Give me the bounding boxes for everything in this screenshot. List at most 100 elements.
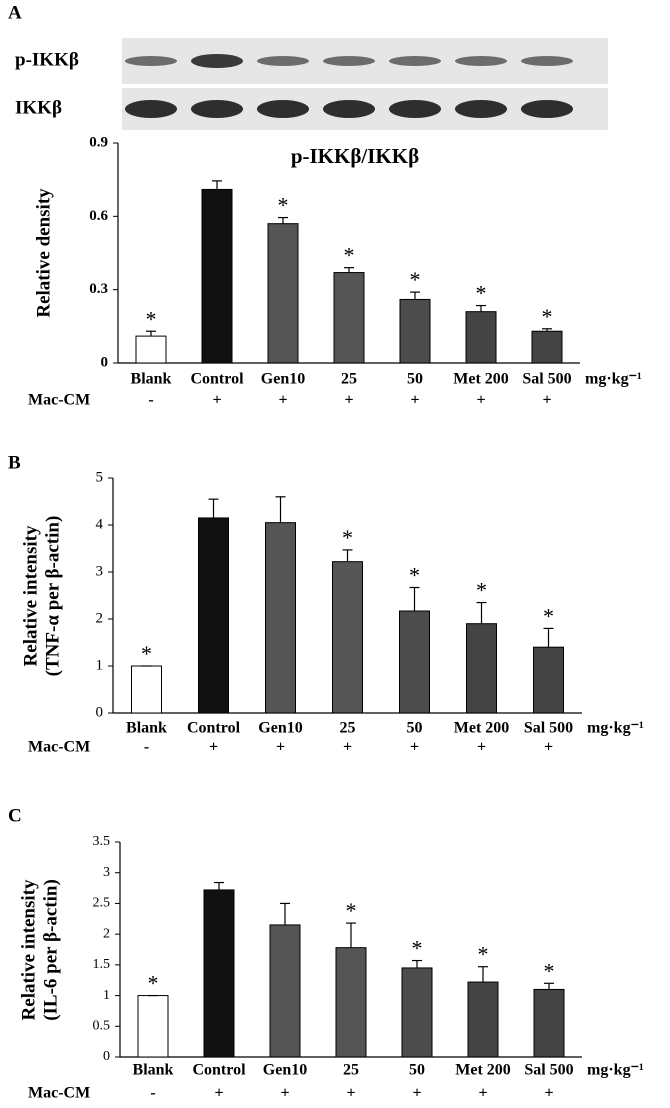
- treatment-sign: +: [410, 739, 419, 756]
- x-tick-label: Gen10: [258, 720, 302, 737]
- significance-star: *: [342, 525, 353, 550]
- bar: [401, 967, 433, 1058]
- treatment-label: Mac-CM: [28, 739, 90, 756]
- treatment-label: Mac-CM: [28, 1085, 90, 1102]
- bar: [332, 561, 363, 714]
- blot-band: [521, 100, 573, 118]
- significance-star: *: [543, 603, 554, 628]
- treatment-sign: +: [344, 392, 353, 409]
- significance-star: *: [146, 306, 157, 331]
- significance-star: *: [344, 243, 355, 268]
- treatment-sign: +: [212, 392, 221, 409]
- y-axis-title: Relative density: [33, 188, 54, 318]
- significance-star: *: [409, 563, 420, 588]
- y-axis-title: Relative intensity: [20, 525, 41, 666]
- bar: [335, 947, 367, 1058]
- y-axis-title: (IL-6 per β-actin): [40, 879, 61, 1021]
- y-axis-title: Relative intensity: [18, 879, 39, 1020]
- x-tick-label: 25: [343, 1062, 359, 1079]
- blot-band: [257, 56, 309, 66]
- treatment-label: Mac-CM: [28, 392, 90, 409]
- y-tick-label: 1.5: [93, 957, 111, 972]
- significance-star: *: [346, 898, 357, 923]
- blot-label: IKKβ: [15, 97, 62, 118]
- bar: [137, 995, 169, 1058]
- treatment-sign: +: [343, 739, 352, 756]
- blot-band: [125, 100, 177, 118]
- bar: [201, 188, 233, 364]
- x-tick-label: Gen10: [263, 1062, 307, 1079]
- x-tick-label: Control: [192, 1062, 246, 1079]
- treatment-sign: +: [412, 1085, 421, 1102]
- x-tick-label: Gen10: [261, 371, 305, 388]
- x-tick-label: Control: [190, 371, 244, 388]
- unit-label: mg·kg⁻¹: [587, 720, 644, 737]
- x-tick-label: 50: [409, 1062, 425, 1079]
- treatment-sign: +: [276, 739, 285, 756]
- y-tick-label: 0: [103, 1049, 110, 1064]
- treatment-sign: -: [144, 739, 149, 756]
- bar: [533, 646, 564, 714]
- panel-label: A: [8, 2, 22, 23]
- bar: [399, 298, 431, 364]
- y-tick-label: 5: [96, 469, 104, 485]
- y-tick-label: 2.5: [93, 896, 111, 911]
- panel-label: B: [8, 452, 21, 473]
- bar: [333, 272, 365, 364]
- blot-band: [257, 100, 309, 118]
- significance-star: *: [278, 193, 289, 218]
- x-tick-label: Blank: [133, 1062, 174, 1079]
- significance-star: *: [478, 942, 489, 967]
- bar: [131, 665, 162, 714]
- blot-label: p-IKKβ: [15, 49, 79, 70]
- y-tick-label: 1: [96, 657, 104, 673]
- treatment-sign: +: [278, 392, 287, 409]
- y-tick-label: 4: [96, 516, 104, 532]
- treatment-sign: +: [542, 392, 551, 409]
- bar: [465, 311, 497, 364]
- treatment-sign: -: [148, 392, 153, 409]
- x-tick-label: Sal 500: [522, 371, 571, 388]
- x-tick-label: Sal 500: [524, 720, 573, 737]
- treatment-sign: +: [214, 1085, 223, 1102]
- significance-star: *: [412, 936, 423, 961]
- y-tick-label: 0: [96, 704, 104, 720]
- x-tick-label: 25: [341, 371, 357, 388]
- treatment-sign: +: [478, 1085, 487, 1102]
- x-tick-label: Blank: [131, 371, 172, 388]
- treatment-sign: +: [346, 1085, 355, 1102]
- x-tick-label: Sal 500: [524, 1062, 573, 1079]
- blot-band: [521, 56, 573, 66]
- y-tick-label: 2: [96, 610, 104, 626]
- x-tick-label: 25: [340, 720, 356, 737]
- bar: [267, 223, 299, 364]
- treatment-sign: +: [410, 392, 419, 409]
- bar: [203, 889, 235, 1058]
- x-tick-label: Control: [187, 720, 241, 737]
- x-tick-label: Met 200: [453, 371, 509, 388]
- bar: [533, 988, 565, 1058]
- significance-star: *: [141, 641, 152, 666]
- unit-label: mg·kg⁻¹: [587, 1062, 644, 1079]
- blot-band: [323, 100, 375, 118]
- chart-title: p-IKKβ/IKKβ: [291, 144, 419, 168]
- y-tick-label: 0.5: [93, 1019, 111, 1034]
- y-tick-label: 0.6: [89, 208, 108, 224]
- y-tick-label: 3: [96, 563, 104, 579]
- bar: [135, 335, 167, 364]
- y-tick-label: 1: [103, 988, 110, 1003]
- blot-band: [191, 100, 243, 118]
- blot-band: [125, 56, 177, 66]
- bar: [399, 610, 430, 714]
- treatment-sign: -: [150, 1085, 155, 1102]
- unit-label: mg·kg⁻¹: [585, 371, 642, 388]
- significance-star: *: [544, 958, 555, 983]
- significance-star: *: [476, 578, 487, 603]
- x-tick-label: Blank: [126, 720, 167, 737]
- x-tick-label: Met 200: [455, 1062, 511, 1079]
- y-tick-label: 0.9: [89, 134, 108, 150]
- significance-star: *: [542, 304, 553, 329]
- panel-label: C: [8, 805, 22, 826]
- x-tick-label: 50: [407, 720, 423, 737]
